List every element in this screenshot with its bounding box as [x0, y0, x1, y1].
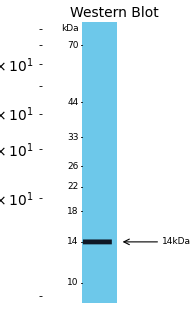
- Text: 26: 26: [67, 162, 79, 171]
- Text: 10: 10: [67, 278, 79, 287]
- Text: 33: 33: [67, 133, 79, 142]
- Text: 18: 18: [67, 207, 79, 216]
- Text: Western Blot: Western Blot: [70, 6, 158, 20]
- FancyBboxPatch shape: [83, 239, 112, 244]
- Text: 14kDa: 14kDa: [162, 237, 190, 246]
- Text: kDa: kDa: [61, 24, 79, 33]
- Text: 44: 44: [67, 98, 79, 107]
- Text: 70: 70: [67, 41, 79, 50]
- Bar: [82, 22, 117, 303]
- Text: 14: 14: [67, 237, 79, 246]
- Text: 22: 22: [67, 182, 79, 191]
